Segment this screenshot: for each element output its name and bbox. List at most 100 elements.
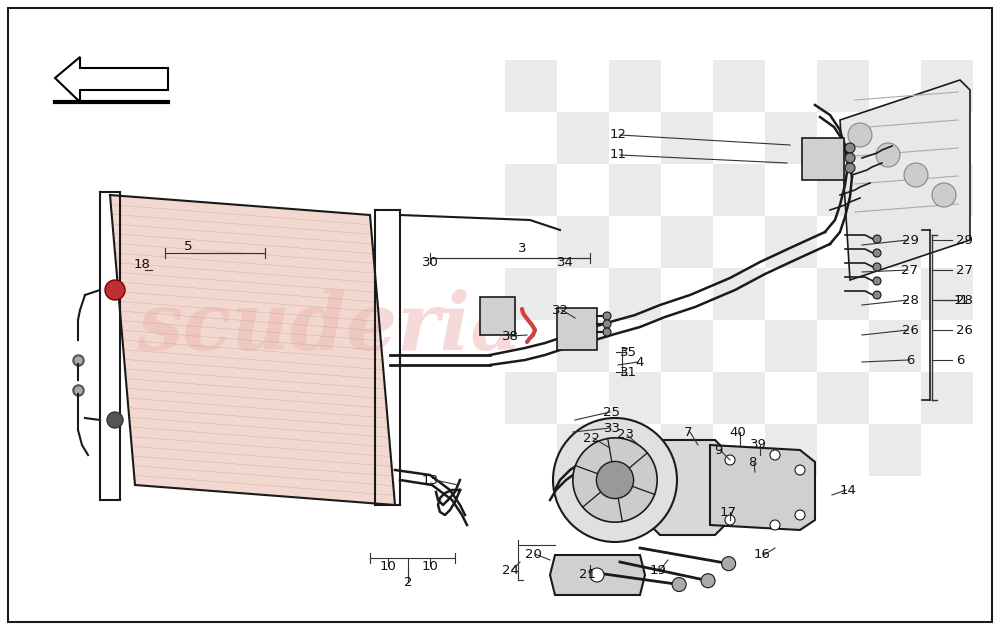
Bar: [817, 372, 869, 424]
Text: 25: 25: [604, 406, 620, 418]
Circle shape: [596, 461, 634, 498]
Text: 6: 6: [956, 353, 964, 367]
Text: 1: 1: [960, 294, 968, 307]
Bar: [921, 268, 973, 320]
Bar: [765, 216, 817, 268]
Circle shape: [553, 418, 677, 542]
Bar: [505, 268, 557, 320]
Text: 13: 13: [422, 474, 438, 486]
Circle shape: [672, 578, 686, 592]
Bar: [921, 60, 973, 112]
Circle shape: [873, 263, 881, 271]
Text: 40: 40: [730, 425, 746, 438]
Bar: [661, 216, 713, 268]
Text: 7: 7: [684, 425, 692, 438]
Bar: [609, 164, 661, 216]
Bar: [765, 320, 817, 372]
Bar: [609, 268, 661, 320]
Circle shape: [795, 465, 805, 475]
Bar: [921, 164, 973, 216]
Bar: [713, 60, 765, 112]
Text: 33: 33: [604, 421, 620, 435]
Circle shape: [107, 412, 123, 428]
Circle shape: [873, 291, 881, 299]
Bar: [802, 138, 844, 180]
Text: 27: 27: [902, 263, 918, 277]
Text: 30: 30: [422, 256, 438, 268]
Bar: [557, 308, 597, 350]
Circle shape: [701, 574, 715, 588]
Text: 32: 32: [552, 304, 568, 316]
Text: 3: 3: [518, 241, 526, 255]
Bar: [713, 372, 765, 424]
Circle shape: [770, 520, 780, 530]
Text: 6: 6: [906, 353, 914, 367]
Text: 11: 11: [610, 149, 626, 161]
Text: 27: 27: [956, 263, 973, 277]
Polygon shape: [110, 195, 395, 505]
Text: 26: 26: [956, 323, 973, 336]
Text: 10: 10: [422, 559, 438, 573]
Bar: [505, 164, 557, 216]
Text: 28: 28: [902, 294, 918, 307]
Bar: [869, 112, 921, 164]
Circle shape: [932, 183, 956, 207]
Circle shape: [770, 450, 780, 460]
Circle shape: [873, 235, 881, 243]
Text: 29: 29: [902, 234, 918, 246]
Text: 39: 39: [750, 438, 766, 452]
Text: 17: 17: [720, 505, 736, 518]
Bar: [713, 268, 765, 320]
Circle shape: [603, 312, 611, 320]
Circle shape: [603, 320, 611, 328]
Bar: [869, 320, 921, 372]
Circle shape: [904, 163, 928, 187]
Bar: [661, 112, 713, 164]
Text: 22: 22: [582, 432, 600, 445]
Bar: [505, 60, 557, 112]
Text: 16: 16: [754, 549, 770, 561]
Text: 2: 2: [404, 575, 412, 588]
Circle shape: [590, 568, 604, 582]
Text: 31: 31: [620, 365, 637, 379]
Circle shape: [873, 249, 881, 257]
Bar: [869, 216, 921, 268]
Text: 5: 5: [184, 239, 192, 253]
Bar: [817, 164, 869, 216]
Bar: [921, 372, 973, 424]
Circle shape: [105, 280, 125, 300]
Circle shape: [845, 153, 855, 163]
Text: 9: 9: [714, 444, 722, 457]
Bar: [557, 424, 609, 476]
Bar: [557, 216, 609, 268]
Bar: [817, 268, 869, 320]
Circle shape: [725, 455, 735, 465]
Polygon shape: [645, 440, 730, 535]
Text: 4: 4: [636, 355, 644, 369]
Circle shape: [722, 557, 736, 571]
Polygon shape: [710, 445, 815, 530]
Bar: [557, 112, 609, 164]
Circle shape: [873, 277, 881, 285]
Text: 24: 24: [502, 563, 518, 576]
Bar: [765, 112, 817, 164]
Text: 12: 12: [610, 129, 626, 142]
Circle shape: [848, 123, 872, 147]
Bar: [609, 60, 661, 112]
Bar: [661, 424, 713, 476]
Circle shape: [876, 143, 900, 167]
Text: 34: 34: [557, 256, 573, 268]
Text: 26: 26: [902, 323, 918, 336]
Text: 38: 38: [502, 329, 518, 343]
Circle shape: [725, 515, 735, 525]
Polygon shape: [55, 57, 168, 102]
Bar: [713, 164, 765, 216]
Bar: [869, 424, 921, 476]
Bar: [609, 372, 661, 424]
Circle shape: [845, 143, 855, 153]
Polygon shape: [840, 80, 970, 280]
Bar: [661, 320, 713, 372]
Text: scuderia: scuderia: [137, 289, 523, 367]
Text: 1: 1: [954, 294, 962, 307]
Text: 29: 29: [956, 234, 973, 246]
